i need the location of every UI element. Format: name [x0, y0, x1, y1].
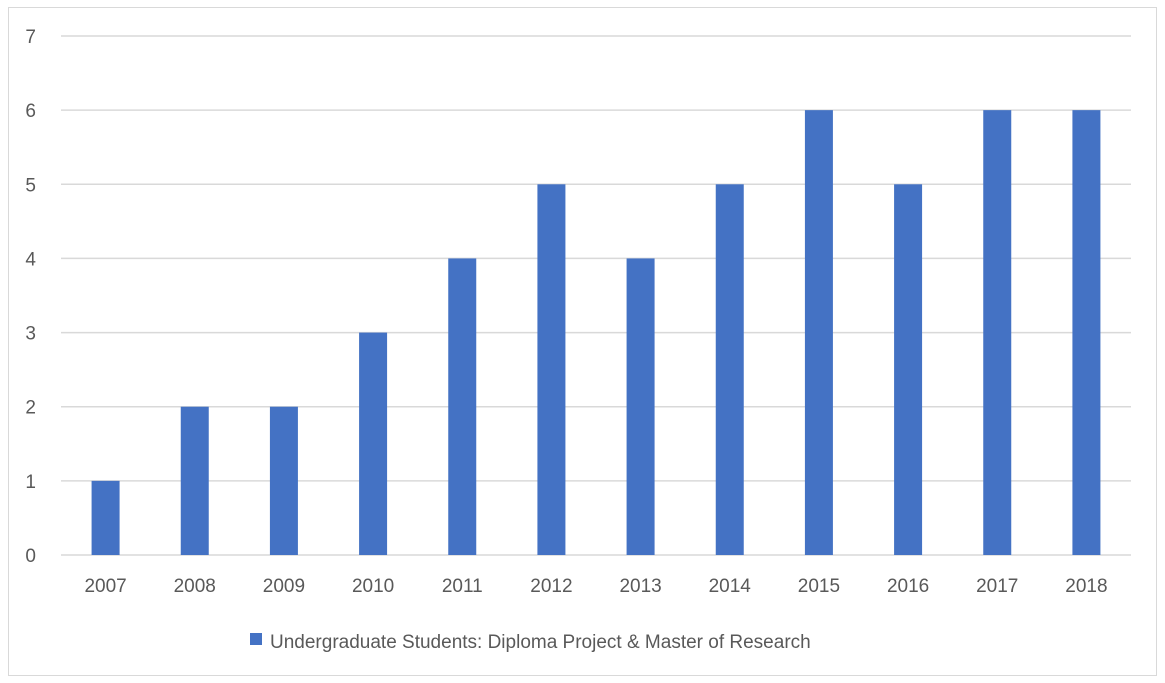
x-tick-label-2009: 2009: [263, 576, 305, 597]
bar-2015: [804, 110, 833, 556]
bar-2018: [1072, 110, 1101, 556]
x-tick-label-2018: 2018: [1065, 576, 1107, 597]
x-tick-label-2008: 2008: [174, 576, 216, 597]
y-tick-label-2: 2: [25, 398, 36, 419]
y-tick-label-7: 7: [25, 27, 36, 48]
x-tick-label-2016: 2016: [887, 576, 929, 597]
x-tick-label-2015: 2015: [798, 576, 840, 597]
bars: [91, 110, 1101, 556]
bar-2008: [180, 406, 209, 555]
legend-label: Undergraduate Students: Diploma Project …: [270, 632, 811, 653]
y-tick-label-3: 3: [25, 324, 36, 345]
x-tick-label-2014: 2014: [709, 576, 752, 597]
y-tick-label-4: 4: [25, 249, 36, 270]
x-tick-label-2010: 2010: [352, 576, 394, 597]
x-tick-label-2011: 2011: [442, 576, 483, 597]
y-tick-label-5: 5: [25, 175, 36, 196]
bar-2013: [626, 258, 655, 555]
x-tick-label-2017: 2017: [976, 576, 1018, 597]
chart-frame: [8, 7, 1157, 676]
x-tick-label-2012: 2012: [530, 576, 572, 597]
bar-2014: [715, 184, 744, 556]
y-tick-label-6: 6: [25, 101, 36, 122]
bar-2011: [448, 258, 477, 555]
bar-2010: [359, 332, 388, 555]
gridlines: [61, 35, 1131, 556]
legend-swatch: [250, 633, 262, 645]
y-axis-ticks: 0 1 2 3 4 5 6 7: [25, 27, 36, 567]
bar-2007: [91, 480, 120, 555]
y-tick-label-1: 1: [25, 472, 36, 493]
bar-2009: [269, 406, 298, 555]
bar-2017: [983, 110, 1012, 556]
bar-2012: [537, 184, 566, 556]
legend: Undergraduate Students: Diploma Project …: [250, 632, 811, 653]
x-tick-label-2013: 2013: [619, 576, 661, 597]
y-tick-label-0: 0: [25, 546, 36, 567]
x-axis-ticks: 2007 2008 2009 2010 2011 2012 2013 2014 2015 2016…: [84, 576, 1107, 597]
x-tick-label-2007: 2007: [84, 576, 126, 597]
bar-2016: [894, 184, 923, 556]
